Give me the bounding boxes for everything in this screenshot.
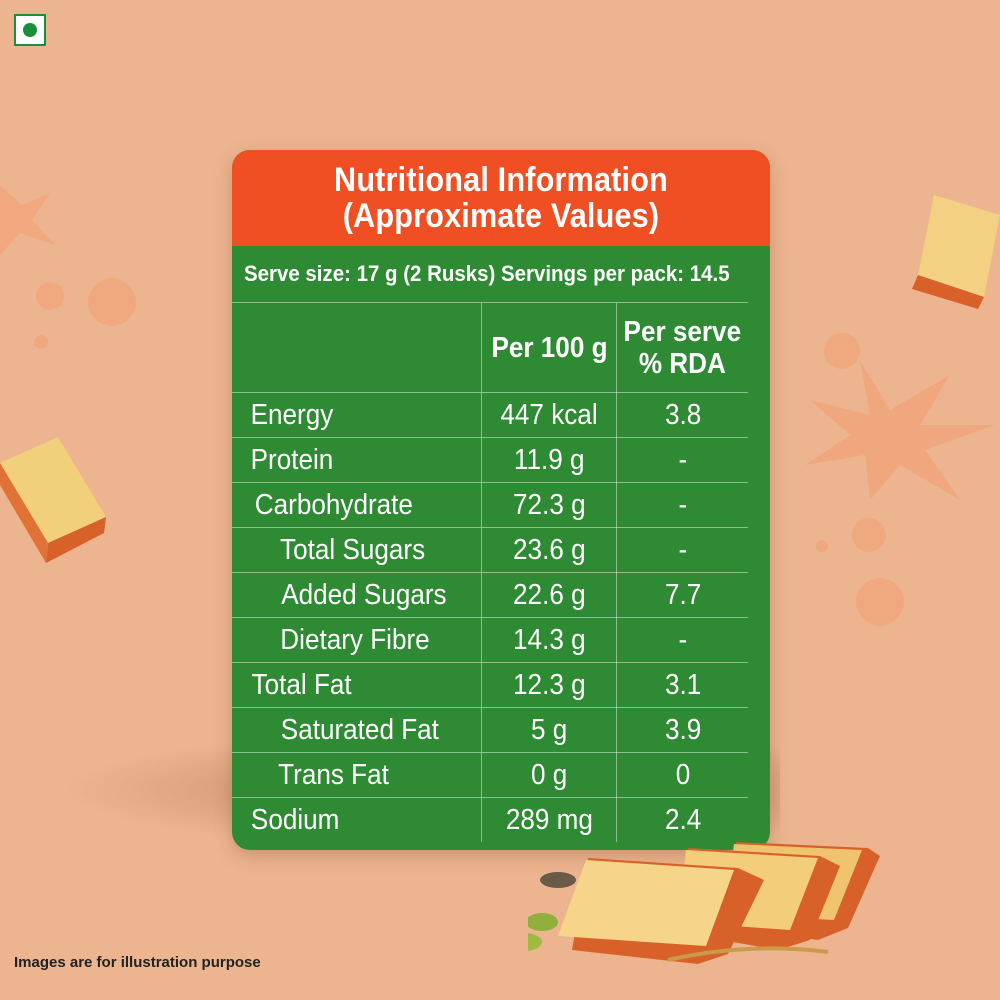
- rusk-stack-image: [528, 842, 880, 964]
- decor-circle: [36, 282, 64, 310]
- nutrient-per100: 23.6 g: [480, 527, 618, 573]
- nutrition-panel: Nutritional Information (Approximate Val…: [232, 150, 770, 850]
- nutrition-table: Per 100 g Per serve % RDA Energy 447 kcal…: [232, 303, 748, 842]
- nutrient-row: Sodium 289 mg 2.4: [232, 797, 748, 842]
- nutrient-rda: 3.1: [616, 662, 748, 708]
- nutrient-rda: 3.8: [616, 392, 748, 438]
- footnote: Images are for illustration purpose: [14, 954, 261, 971]
- nutrient-row: Protein 11.9 g-: [232, 437, 748, 483]
- nutrient-row: Carbohydrate 72.3 g-: [232, 482, 748, 528]
- serve-info: Serve size: 17 g (2 Rusks) Servings per …: [232, 246, 748, 303]
- decor-starburst-right: [805, 360, 995, 500]
- nutrient-row: Energy 447 kcal 3.8: [232, 392, 748, 438]
- nutrient-name: Trans Fat: [232, 752, 482, 798]
- decor-circle: [824, 333, 860, 369]
- nutrient-per100: 11.9 g: [480, 437, 618, 483]
- nutrient-rda: 7.7: [616, 572, 748, 618]
- nutrient-per100: 5 g: [480, 707, 618, 753]
- nutrient-per100: 14.3 g: [480, 617, 618, 663]
- nutrient-rda: 0: [616, 752, 748, 798]
- rusk-image-left: [0, 437, 106, 563]
- nutrient-rda: -: [616, 437, 748, 483]
- nutrient-rda: -: [616, 617, 748, 663]
- col-header-rda: Per serve % RDA: [616, 303, 748, 393]
- decor-circle: [34, 335, 48, 349]
- nutrient-rda: 3.9: [616, 707, 748, 753]
- panel-title: Nutritional Information: [334, 161, 668, 199]
- nutrient-name: Total Sugars: [232, 527, 482, 573]
- panel-header: Nutritional Information (Approximate Val…: [232, 150, 770, 246]
- nutrient-row: Total Sugars 23.6 g-: [232, 527, 748, 573]
- nutrient-per100: 12.3 g: [480, 662, 618, 708]
- nutrient-per100: 0 g: [480, 752, 618, 798]
- nutrient-name: Sodium: [250, 803, 340, 836]
- nutrient-per100: 72.3 g: [480, 482, 618, 528]
- nutrient-rda: 2.4: [664, 803, 701, 836]
- decor-circle: [856, 578, 904, 626]
- nutrient-name: Dietary Fibre: [232, 617, 482, 663]
- nutrient-name: Total Fat: [232, 662, 482, 708]
- rusk-image-right: [912, 195, 1000, 309]
- nutrient-row: Saturated Fat 5 g 3.9: [232, 707, 748, 753]
- nutrient-name: Carbohydrate: [232, 482, 482, 528]
- decor-circle: [88, 278, 136, 326]
- nutrient-row: Added Sugars 22.6 g 7.7: [232, 572, 748, 618]
- nutrient-name: Protein: [232, 437, 482, 483]
- nutrient-name: Saturated Fat: [232, 707, 482, 753]
- table-header-row: Per 100 g Per serve % RDA: [232, 303, 748, 393]
- nutrient-name: Added Sugars: [232, 572, 482, 618]
- decor-circle: [816, 540, 828, 552]
- col-header-per100: Per 100 g: [480, 303, 618, 393]
- decor-circle: [852, 518, 886, 552]
- panel-subtitle: (Approximate Values): [342, 197, 660, 235]
- nutrient-per100: 289 mg: [480, 797, 618, 842]
- nutrient-name: Energy: [232, 392, 482, 438]
- nutrient-per100: 22.6 g: [480, 572, 618, 618]
- nutrient-rda: -: [616, 482, 748, 528]
- nutrient-rda: -: [616, 527, 748, 573]
- veg-symbol-icon: [14, 14, 46, 46]
- nutrient-per100: 447 kcal: [480, 392, 618, 438]
- nutrient-row: Dietary Fibre 14.3 g-: [232, 617, 748, 663]
- header-blank-cell: [232, 303, 482, 393]
- decor-starburst-left: [0, 185, 55, 255]
- nutrient-row: Total Fat 12.3 g 3.1: [232, 662, 748, 708]
